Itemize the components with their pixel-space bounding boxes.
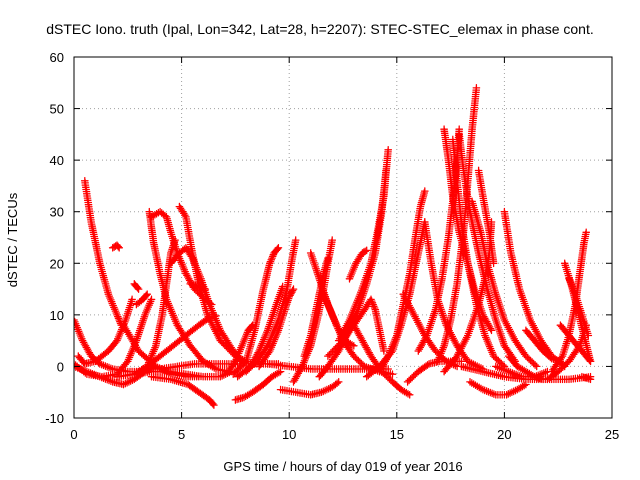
x-tick-label: 5 [178,427,185,442]
series-4-markers [74,295,136,368]
series-49-markers [440,218,496,376]
y-tick-label: 10 [50,308,64,323]
series-2-markers [80,176,126,330]
series-8-markers [132,290,152,309]
y-tick-label: 20 [50,256,64,271]
series-61-markers [578,372,595,384]
x-tick-label: 0 [70,427,77,442]
series-54-markers [504,352,547,384]
x-axis-label: GPS time / hours of day 019 of year 2016 [223,459,462,474]
plot-area [74,84,595,409]
series-34-markers [334,145,393,345]
series-5-markers [74,295,156,381]
y-tick-label: 60 [50,50,64,65]
x-axis-tick-labels: 0 5 10 15 20 25 [70,427,619,442]
y-axis-label: dSTEC / TECUs [5,192,20,287]
series-33-markers [345,246,371,283]
y-tick-label: 0 [57,359,64,374]
series-23-markers [229,243,283,379]
y-tick-label: 30 [50,205,64,220]
y-tick-label: 40 [50,153,64,168]
x-tick-label: 20 [497,427,511,442]
y-tick-label: -10 [45,411,64,426]
x-tick-label: 10 [282,427,296,442]
x-tick-label: 15 [390,427,404,442]
series-20-markers [231,367,285,404]
series-6-markers [108,241,124,252]
series-7-markers [130,280,143,293]
series-46-markers [455,130,520,366]
axis-ticks [73,56,613,419]
y-tick-label: 50 [50,102,64,117]
series-16-markers [147,372,218,409]
chart-title: dSTEC Iono. truth (Ipal, Lon=342, Lat=28… [46,21,593,37]
plot-frame [73,56,613,419]
y-axis-tick-labels: -10 0 10 20 30 40 50 60 [45,50,64,426]
series-26-markers [276,378,343,399]
series-45-markers [448,135,509,371]
x-tick-label: 25 [605,427,619,442]
series-18-markers [166,243,246,366]
series-25-markers [255,285,298,371]
series-21-markers [225,321,257,376]
series-50-markers [466,378,530,399]
series-60-markers [547,228,591,376]
